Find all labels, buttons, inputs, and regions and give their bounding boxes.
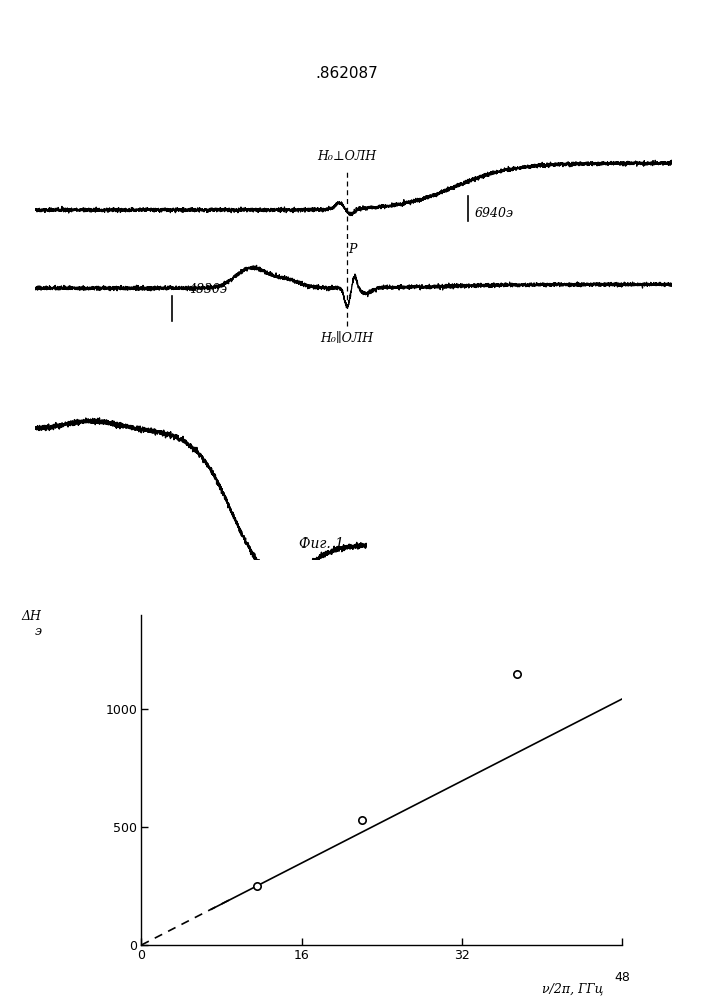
Point xyxy=(356,812,368,828)
Point xyxy=(251,878,262,894)
Text: H₀∥ОЛН: H₀∥ОЛН xyxy=(320,332,374,345)
Text: .862087: .862087 xyxy=(316,66,378,81)
Text: P: P xyxy=(349,243,357,256)
Text: 48: 48 xyxy=(614,971,630,984)
Text: ν/2π, ГГц: ν/2π, ГГц xyxy=(542,983,603,996)
Text: H₀⊥ОЛН: H₀⊥ОЛН xyxy=(317,150,377,163)
Text: ΔH
э: ΔH э xyxy=(21,610,41,638)
Text: Фиг. 1: Фиг. 1 xyxy=(299,537,344,551)
Text: 6940э: 6940э xyxy=(474,207,513,220)
Point xyxy=(511,666,522,682)
Text: 4830э: 4830э xyxy=(188,283,227,296)
